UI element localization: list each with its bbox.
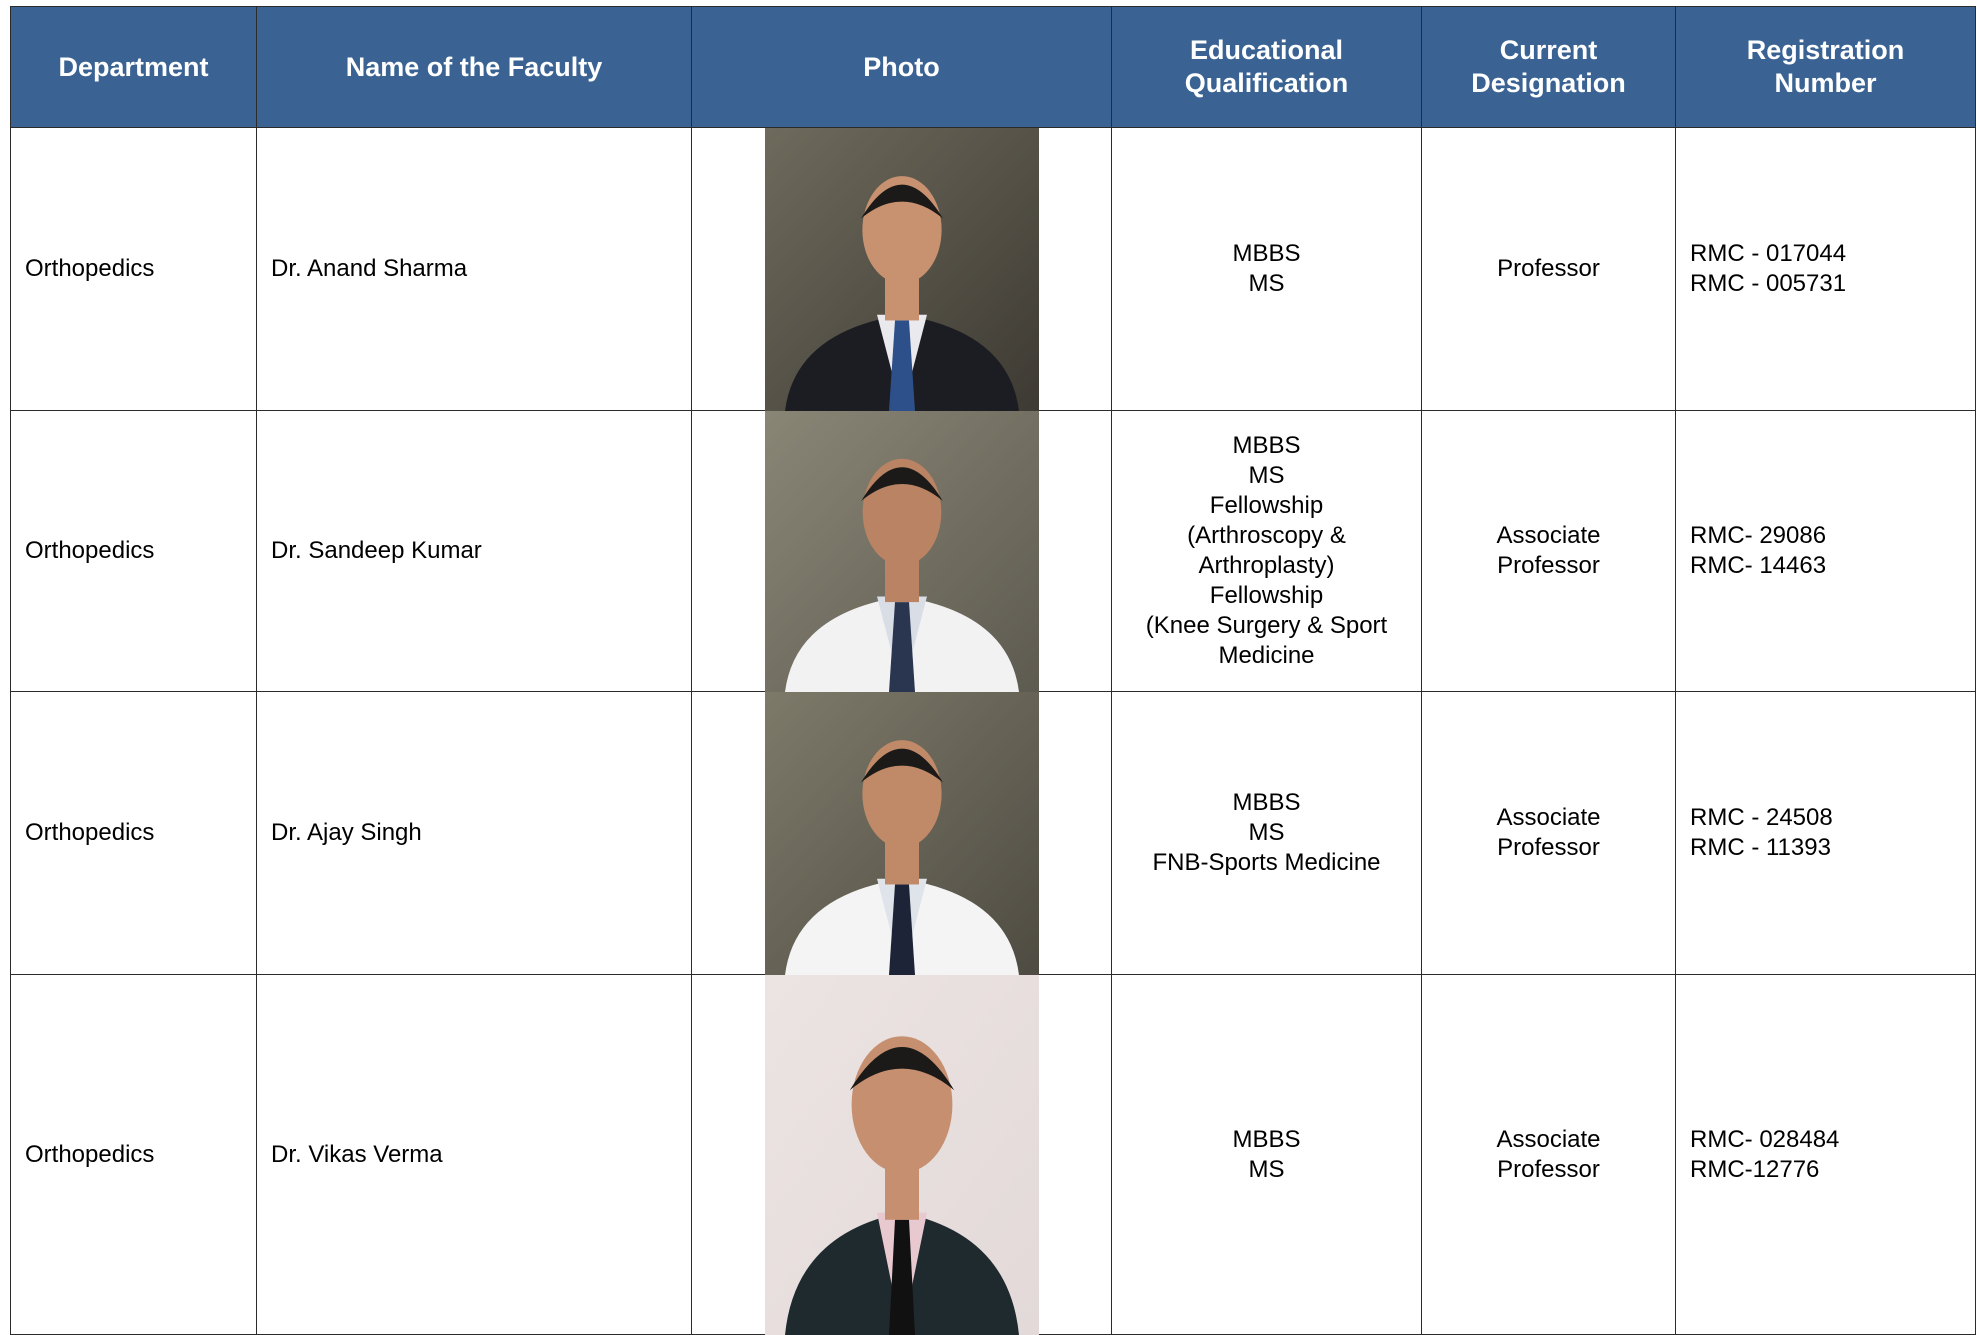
header-cell: Educational Qualification: [1111, 6, 1422, 128]
text-line: MS: [1248, 819, 1285, 846]
text-line: Name of the Faculty: [345, 51, 603, 82]
department: Orthopedics: [10, 691, 257, 975]
text-line: Professor: [1497, 255, 1600, 282]
header-cell: Name of the Faculty: [256, 6, 692, 128]
faculty-photo: [765, 411, 1039, 692]
header-cell: Department: [10, 6, 257, 128]
faculty-name: Dr. Sandeep Kumar: [256, 410, 692, 692]
text-line: Associate: [1496, 522, 1601, 549]
text-line: MS: [1248, 1155, 1285, 1183]
text-line: Designation: [1471, 68, 1626, 98]
text-line: Dr. Anand Sharma: [271, 255, 468, 282]
text-line: Dr. Sandeep Kumar: [271, 537, 482, 564]
text-line: MBBS: [1232, 432, 1301, 459]
faculty-photo: [765, 975, 1039, 1335]
text-line: FNB-Sports Medicine: [1152, 849, 1381, 876]
text-line: Educational: [1189, 35, 1344, 65]
text-line: Dr. Ajay Singh: [271, 819, 422, 846]
text-line: Department: [58, 51, 209, 82]
text-line: Professor: [1497, 834, 1600, 861]
text-line: Medicine: [1218, 642, 1315, 669]
text-line: RMC- 028484: [1690, 1125, 1840, 1153]
designation: Associate Professor: [1421, 410, 1676, 692]
text-line: Photo: [863, 51, 940, 82]
qualification: MBBS MS FNB-Sports Medicine: [1111, 691, 1422, 975]
text-line: MBBS: [1232, 240, 1301, 267]
faculty-row: Orthopedics Dr. Ajay Singh MBBS MS FNB-Spor…: [10, 691, 1976, 975]
text-line: Qualification: [1184, 68, 1349, 98]
photo: [691, 974, 1112, 1335]
text-line: RMC- 14463: [1690, 552, 1827, 579]
text-line: Fellowship: [1209, 582, 1324, 609]
designation: Associate Professor: [1421, 691, 1676, 975]
text-line: MS: [1248, 270, 1285, 297]
faculty-photo: [765, 128, 1039, 411]
header-row: Department Name of the Faculty Photo Educat…: [10, 6, 1976, 128]
header-cell: Photo: [691, 6, 1112, 128]
photo: [691, 691, 1112, 975]
text-line: RMC- 29086: [1690, 522, 1827, 549]
faculty-row: Orthopedics Dr. Sandeep Kumar MBBS MS Fello…: [10, 410, 1976, 692]
faculty-name: Dr. Vikas Verma: [256, 974, 692, 1335]
faculty-table-wrap: Department Name of the Faculty Photo Educat…: [10, 6, 1976, 1335]
qualification: MBBS MS: [1111, 127, 1422, 411]
text-line: Professor: [1497, 552, 1600, 579]
text-line: MS: [1248, 462, 1285, 489]
faculty-photo: [765, 692, 1039, 975]
text-line: RMC-12776: [1690, 1155, 1820, 1183]
text-line: (Arthroscopy &: [1187, 522, 1346, 549]
photo: [691, 410, 1112, 692]
designation: Professor: [1421, 127, 1676, 411]
text-line: RMC - 017044: [1690, 240, 1847, 267]
registration: RMC- 29086 RMC- 14463: [1675, 410, 1976, 692]
text-line: Dr. Vikas Verma: [271, 1140, 443, 1168]
faculty-name: Dr. Ajay Singh: [256, 691, 692, 975]
text-line: Arthroplasty): [1198, 552, 1335, 579]
department: Orthopedics: [10, 127, 257, 411]
faculty-table: Department Name of the Faculty Photo Educat…: [10, 6, 1976, 1335]
text-line: MBBS: [1232, 789, 1301, 816]
text-line: RMC - 24508: [1690, 804, 1833, 831]
registration: RMC - 24508 RMC - 11393: [1675, 691, 1976, 975]
text-line: Registration: [1746, 35, 1905, 65]
text-line: (Knee Surgery & Sport: [1145, 612, 1388, 639]
table-body: Orthopedics Dr. Anand Sharma MBBS MS Profes…: [10, 127, 1976, 1335]
text-line: MBBS: [1232, 1125, 1301, 1153]
header-cell: Current Designation: [1421, 6, 1676, 128]
designation: Associate Professor: [1421, 974, 1676, 1335]
department: Orthopedics: [10, 974, 257, 1335]
text-line: Fellowship: [1209, 492, 1324, 519]
faculty-row: Orthopedics Dr. Vikas Verma MBBS MS Associa…: [10, 974, 1976, 1335]
text-line: Orthopedics: [25, 255, 155, 282]
qualification: MBBS MS: [1111, 974, 1422, 1335]
text-line: RMC - 005731: [1690, 270, 1847, 297]
text-line: Associate: [1496, 804, 1601, 831]
faculty-name: Dr. Anand Sharma: [256, 127, 692, 411]
text-line: RMC - 11393: [1690, 834, 1831, 861]
text-line: Number: [1774, 68, 1877, 98]
photo: [691, 127, 1112, 411]
text-line: Orthopedics: [25, 819, 155, 846]
text-line: Associate: [1496, 1125, 1601, 1153]
qualification: MBBS MS Fellowship (Arthroscopy & Arthroplas…: [1111, 410, 1422, 692]
registration: RMC- 028484 RMC-12776: [1675, 974, 1976, 1335]
department: Orthopedics: [10, 410, 257, 692]
header-cell: Registration Number: [1675, 6, 1976, 128]
text-line: Orthopedics: [25, 1140, 155, 1168]
text-line: Current: [1499, 35, 1598, 65]
text-line: Orthopedics: [25, 537, 155, 564]
text-line: Professor: [1497, 1155, 1600, 1183]
faculty-row: Orthopedics Dr. Anand Sharma MBBS MS Profes…: [10, 127, 1976, 411]
registration: RMC - 017044 RMC - 005731: [1675, 127, 1976, 411]
